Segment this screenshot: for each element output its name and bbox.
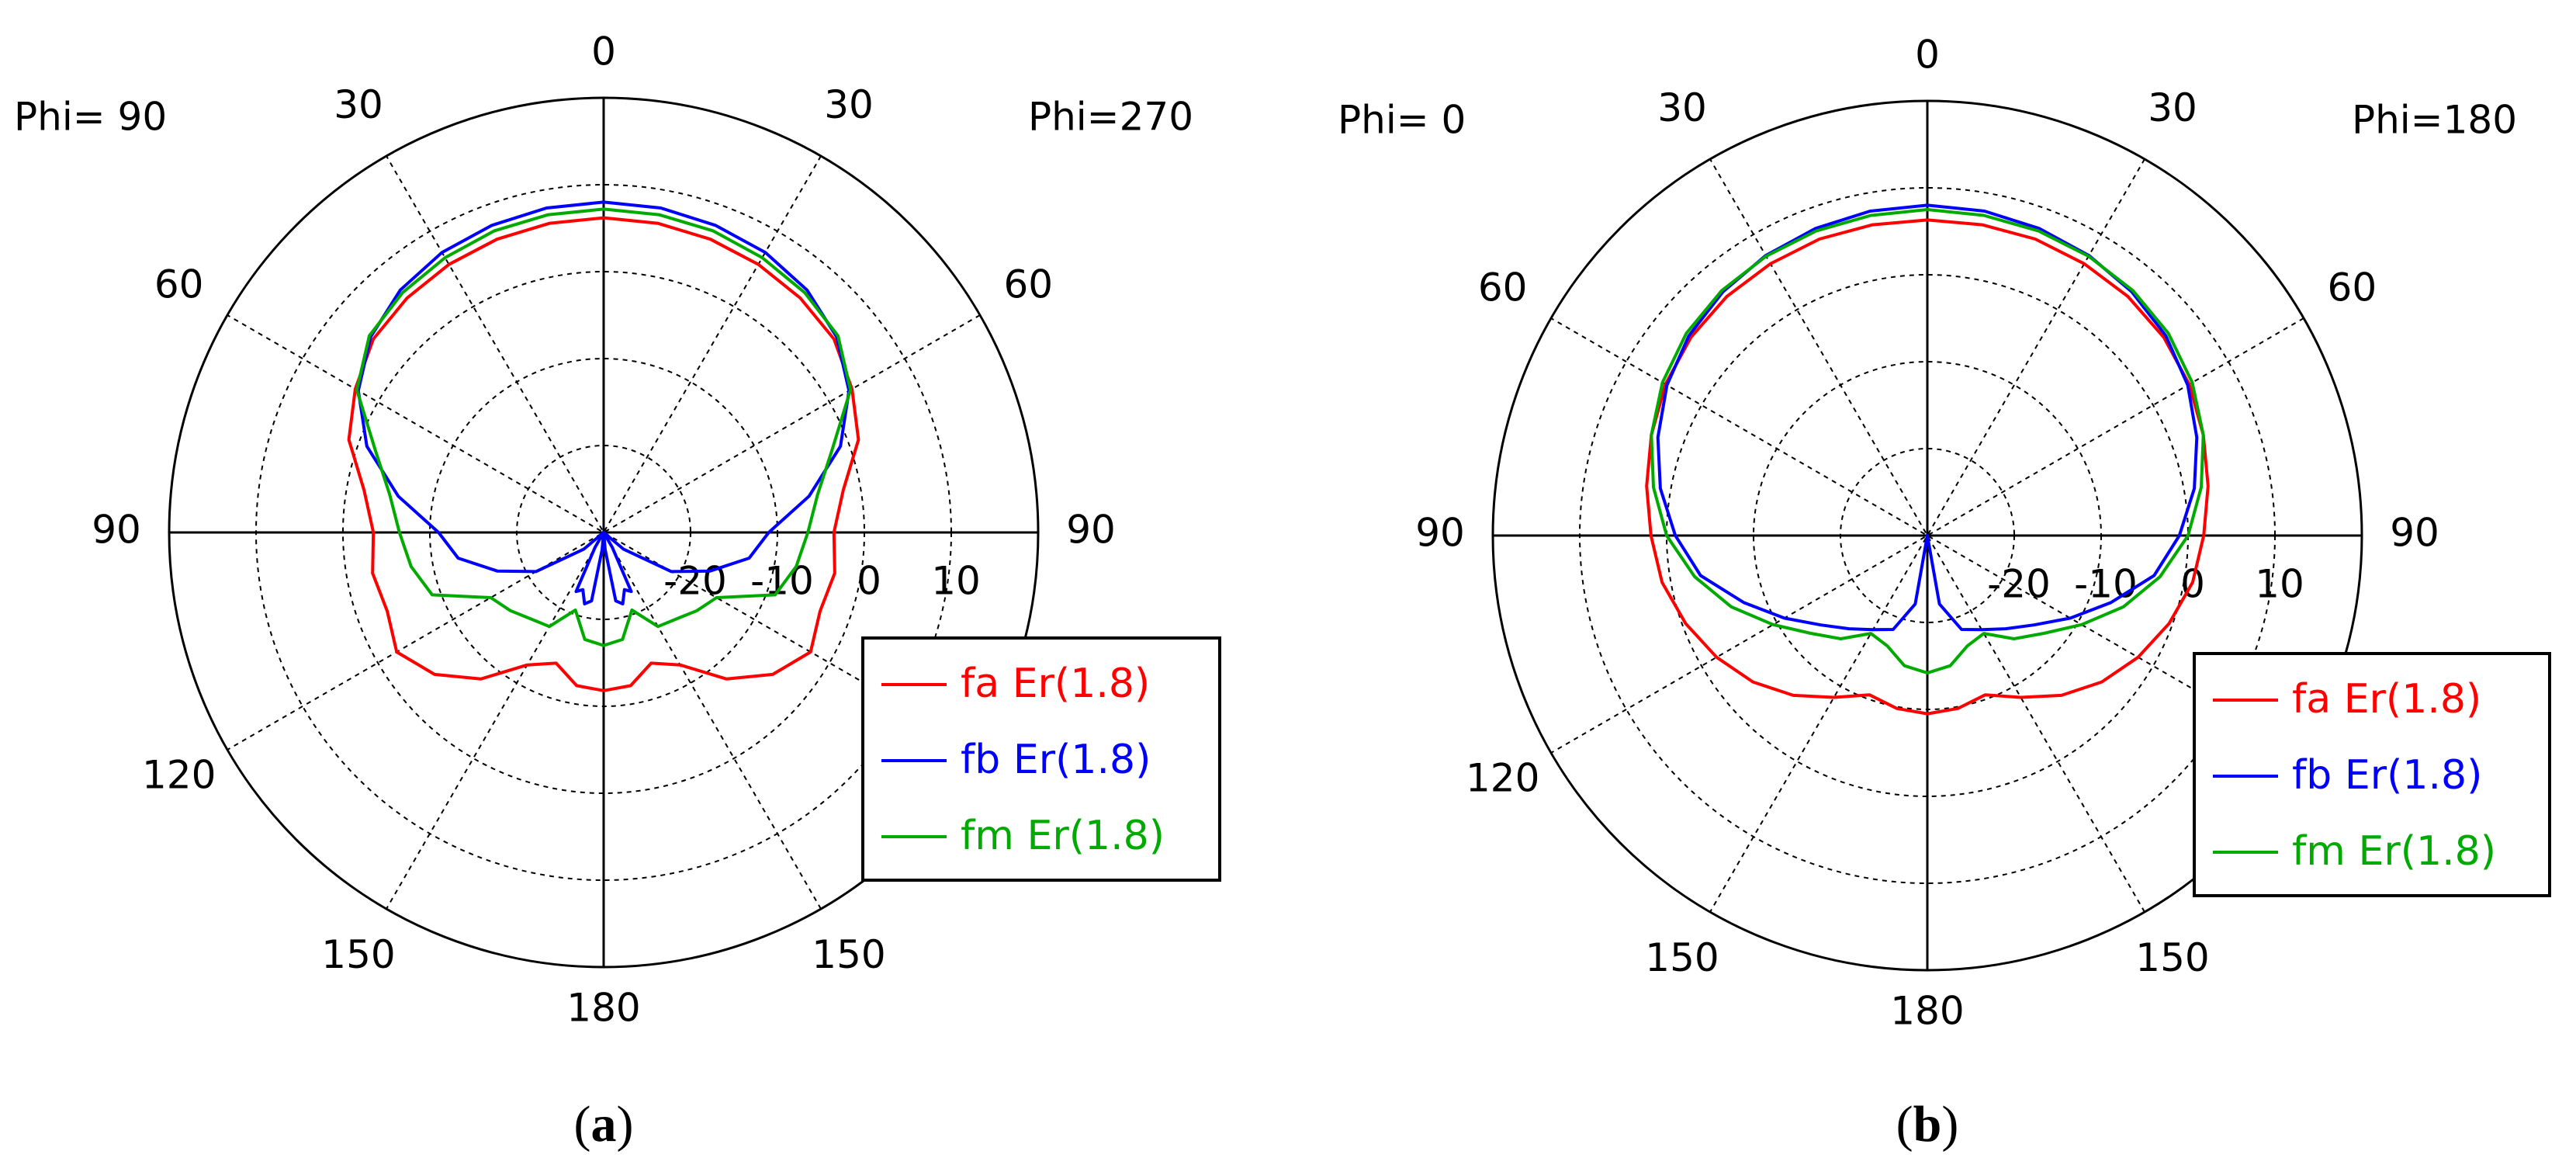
- series-line-fa: [1645, 218, 2210, 716]
- angle-label-right-90: 90: [2390, 511, 2439, 556]
- radial-label: 10: [931, 559, 981, 604]
- angle-label-left-120: 120: [142, 753, 216, 798]
- angle-label-right-60: 60: [1004, 262, 1054, 307]
- radial-label: 0: [857, 559, 881, 604]
- series-line-fb: [1656, 203, 2199, 632]
- legend-label: fa Er(1.8): [961, 661, 1150, 707]
- angle-label-left-90: 90: [1415, 511, 1465, 556]
- phi-label-right: Phi=180: [2352, 98, 2517, 143]
- legend-label: fa Er(1.8): [2292, 676, 2481, 723]
- angle-label-right-30: 30: [824, 82, 874, 127]
- angle-label-right-90: 90: [1066, 508, 1116, 553]
- angle-label-right-150: 150: [812, 932, 885, 977]
- angle-label-left-150: 150: [1645, 935, 1719, 980]
- angle-label-left-60: 60: [154, 262, 204, 307]
- angle-label-left-120: 120: [1466, 756, 1539, 801]
- angle-label-left-90: 90: [92, 508, 141, 553]
- series-line-fm: [355, 207, 853, 647]
- angle-label-right-60: 60: [2328, 265, 2377, 310]
- phi-label-left: Phi= 0: [1338, 98, 1466, 143]
- angle-label-right-150: 150: [2135, 935, 2209, 980]
- angle-label-0: 0: [1915, 33, 1940, 78]
- angle-label-180: 180: [1890, 989, 1964, 1034]
- phi-label-left: Phi= 90: [14, 95, 167, 140]
- panel-label: (a): [574, 1096, 634, 1153]
- angle-label-right-30: 30: [2148, 85, 2197, 130]
- polar-chart-b: 0180303060609090120120150150Phi= 0Phi=18…: [1338, 33, 2551, 1153]
- angle-label-left-150: 150: [321, 932, 395, 977]
- radial-label: -10: [2074, 562, 2138, 607]
- radial-label: -20: [663, 559, 727, 604]
- legend-label: fb Er(1.8): [2292, 752, 2482, 799]
- angle-label-left-30: 30: [1657, 85, 1707, 130]
- angle-label-180: 180: [566, 986, 640, 1031]
- polar-chart-a: 0180303060609090120120150150Phi= 90Phi=2…: [14, 29, 1221, 1153]
- panel-label: (b): [1896, 1096, 1959, 1153]
- angle-label-left-30: 30: [334, 82, 383, 127]
- series-line-fm: [1650, 208, 2205, 674]
- angle-label-left-60: 60: [1478, 265, 1528, 310]
- series-line-fa: [347, 216, 860, 692]
- radial-label: 10: [2255, 562, 2304, 607]
- legend-label: fm Er(1.8): [961, 813, 1165, 859]
- series-line-fb: [356, 200, 851, 605]
- phi-label-right: Phi=270: [1028, 95, 1193, 140]
- radial-label: -20: [1987, 562, 2051, 607]
- legend-label: fm Er(1.8): [2292, 828, 2496, 875]
- legend-label: fb Er(1.8): [961, 737, 1151, 783]
- angle-label-0: 0: [591, 29, 616, 75]
